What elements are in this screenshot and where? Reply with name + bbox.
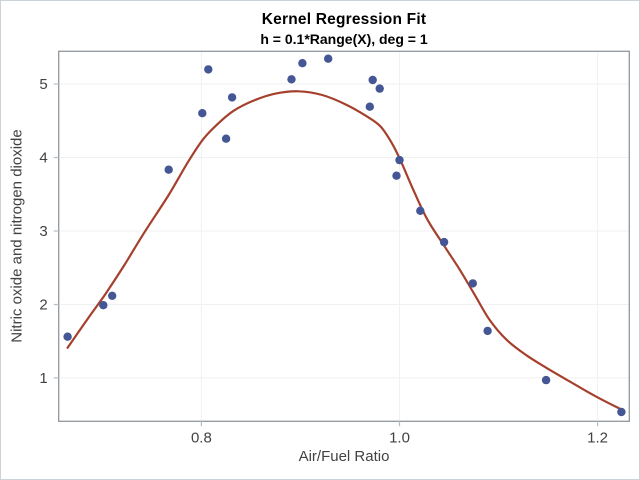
- data-point-marker: [287, 75, 296, 84]
- y-tick-label: 5: [39, 76, 47, 93]
- data-point-marker: [164, 165, 173, 174]
- data-point-marker: [99, 301, 108, 310]
- data-point-marker: [221, 134, 231, 143]
- chart-title: Kernel Regression Fit: [261, 11, 427, 28]
- x-tick-label: 1.0: [389, 429, 410, 446]
- data-point-marker: [375, 84, 384, 93]
- data-point-marker: [541, 375, 551, 385]
- y-tick-label: 4: [39, 150, 47, 167]
- data-point-marker: [468, 279, 477, 288]
- data-point-marker: [368, 75, 377, 85]
- data-point-marker: [227, 93, 237, 102]
- data-point-marker: [204, 65, 213, 74]
- data-point-marker: [324, 54, 333, 63]
- plot-frame: [58, 50, 630, 422]
- x-axis-label: Air/Fuel Ratio: [298, 448, 390, 465]
- x-tick-label: 0.8: [191, 429, 212, 446]
- data-point-marker: [483, 326, 492, 336]
- data-point-marker: [63, 332, 72, 341]
- axis-ticks: 0.8 1.0 1.2 1 2 3 4 5: [39, 76, 608, 446]
- data-point-marker: [416, 206, 425, 215]
- y-tick-label: 2: [39, 297, 47, 314]
- data-point-marker: [439, 237, 449, 247]
- data-point-marker: [198, 109, 207, 118]
- data-point-marker: [365, 102, 374, 111]
- y-tick-label: 1: [39, 370, 47, 387]
- data-point-marker: [395, 155, 404, 165]
- data-point-marker: [108, 291, 117, 300]
- data-point-marker: [392, 171, 401, 180]
- data-point-marker: [617, 407, 626, 417]
- data-point-marker: [298, 59, 307, 68]
- y-tick-label: 3: [39, 223, 47, 240]
- kernel-regression-fit: [66, 90, 623, 411]
- observed-data: [63, 54, 626, 417]
- x-tick-label: 1.2: [587, 429, 608, 446]
- gridlines: [58, 51, 630, 422]
- y-axis-label: Nitric oxide and nitrogen dioxide: [8, 129, 26, 343]
- chart-subtitle: h = 0.1*Range(X), deg = 1: [260, 31, 428, 47]
